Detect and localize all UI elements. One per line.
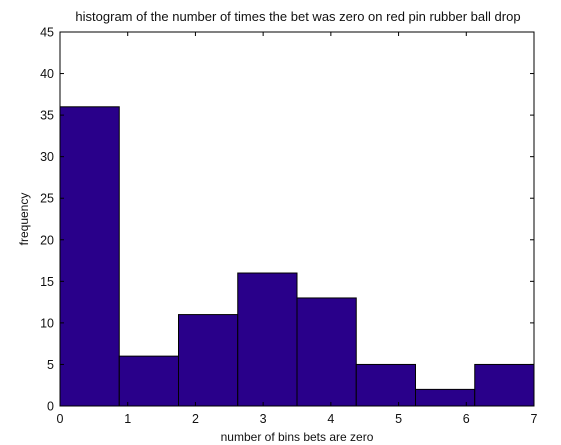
histogram-bar bbox=[296, 297, 357, 407]
histogram-bar bbox=[118, 355, 179, 407]
x-tick-label: 0 bbox=[57, 412, 64, 426]
histogram-bar bbox=[178, 314, 239, 407]
histogram-bar bbox=[59, 106, 120, 407]
x-tick-label: 4 bbox=[327, 412, 334, 426]
x-tick-label: 3 bbox=[260, 412, 267, 426]
y-tick-label: 10 bbox=[40, 316, 54, 330]
y-tick-label: 30 bbox=[40, 150, 54, 164]
y-tick-label: 35 bbox=[40, 109, 54, 123]
histogram-bar bbox=[474, 363, 535, 407]
y-tick-label: 25 bbox=[40, 192, 54, 206]
x-tick-label: 6 bbox=[463, 412, 470, 426]
y-axis-label: frequency bbox=[17, 193, 31, 246]
plot-area-frame bbox=[59, 31, 535, 407]
y-tick-label: 40 bbox=[40, 67, 54, 81]
chart-title: histogram of the number of times the bet… bbox=[75, 9, 520, 24]
histogram-bar bbox=[237, 272, 298, 407]
x-tick-label: 1 bbox=[124, 412, 131, 426]
y-tick-label: 45 bbox=[40, 26, 54, 40]
x-tick-label: 2 bbox=[192, 412, 199, 426]
y-tick-label: 15 bbox=[40, 275, 54, 289]
y-tick-label: 20 bbox=[40, 233, 54, 247]
y-tick-label: 5 bbox=[47, 358, 54, 372]
x-tick-label: 5 bbox=[395, 412, 402, 426]
histogram-bar bbox=[355, 363, 416, 407]
bars-group bbox=[59, 106, 535, 407]
y-tick-label: 0 bbox=[47, 400, 54, 414]
x-tick-label: 7 bbox=[531, 412, 538, 426]
x-axis-label: number of bins bets are zero bbox=[221, 430, 374, 444]
